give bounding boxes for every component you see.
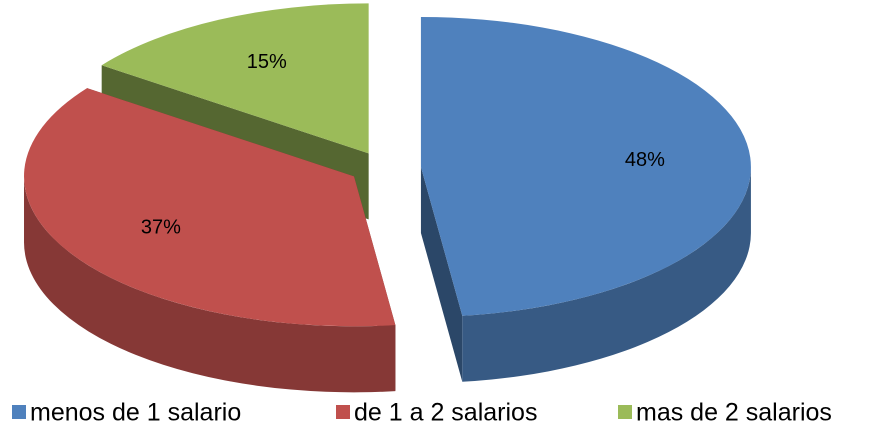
slice xyxy=(420,16,751,316)
legend-label: mas de 2 salarios xyxy=(636,399,832,427)
slice-wall xyxy=(462,166,751,382)
legend-swatch xyxy=(12,405,26,419)
legend-label: menos de 1 salario xyxy=(30,399,241,427)
slice-side xyxy=(420,166,463,382)
slice xyxy=(24,88,396,327)
data-label: 15% xyxy=(247,51,287,73)
data-label: 37% xyxy=(141,217,181,239)
data-label: 48% xyxy=(625,149,665,171)
legend-label: de 1 a 2 salarios xyxy=(354,399,537,427)
legend-swatch xyxy=(336,405,350,419)
slice-wall xyxy=(24,176,396,393)
legend-swatch xyxy=(618,405,632,419)
slice xyxy=(101,3,369,154)
